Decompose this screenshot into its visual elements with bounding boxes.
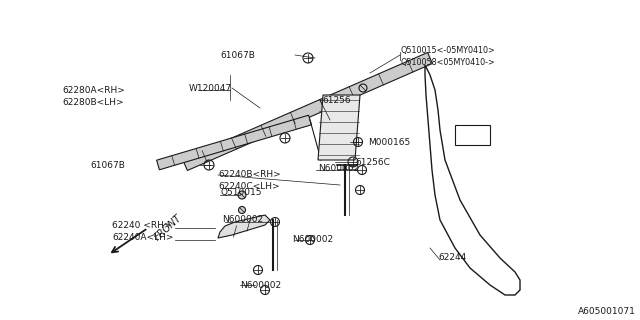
Text: 61256C: 61256C [355,157,390,166]
Text: Q510015: Q510015 [220,188,262,196]
Text: 61256: 61256 [322,95,351,105]
Polygon shape [318,95,360,160]
Polygon shape [182,52,433,171]
Text: 62240A<LH>: 62240A<LH> [112,233,173,242]
Text: 62244: 62244 [438,253,467,262]
Text: N600002: N600002 [222,215,263,225]
Circle shape [239,206,246,213]
Text: M000165: M000165 [368,138,410,147]
Text: N600002: N600002 [292,236,333,244]
Text: W120047: W120047 [189,84,232,92]
Text: 61067B: 61067B [90,161,125,170]
Text: Q510058<05MY0410->: Q510058<05MY0410-> [400,58,495,67]
Circle shape [238,191,246,199]
Text: N600002: N600002 [240,281,281,290]
Text: Q510015<-05MY0410>: Q510015<-05MY0410> [400,45,495,54]
Text: 62240B<RH>: 62240B<RH> [218,170,281,179]
Text: FRONT: FRONT [152,213,184,243]
Text: 61067B: 61067B [220,51,255,60]
Circle shape [359,84,367,92]
Text: 62240C<LH>: 62240C<LH> [218,181,280,190]
Text: A605001071: A605001071 [578,307,636,316]
Text: 62240 <RH>: 62240 <RH> [112,220,172,229]
Polygon shape [157,115,312,170]
Text: 62280B<LH>: 62280B<LH> [62,98,124,107]
Polygon shape [218,215,270,238]
Text: 62280A<RH>: 62280A<RH> [62,85,125,94]
Text: N600002: N600002 [318,164,359,172]
